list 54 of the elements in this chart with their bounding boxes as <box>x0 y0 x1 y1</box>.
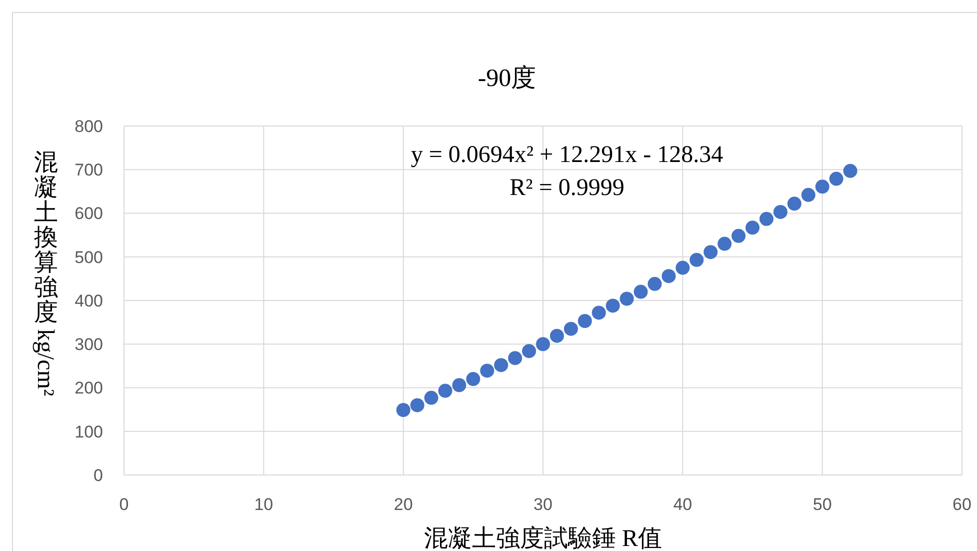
point <box>787 196 802 211</box>
point <box>438 384 452 398</box>
point <box>801 188 816 202</box>
point <box>424 390 438 405</box>
point <box>396 403 410 417</box>
point <box>759 212 774 226</box>
point <box>676 260 690 275</box>
point <box>410 398 424 412</box>
point <box>690 252 704 267</box>
y-tick-label: 0 <box>94 466 103 485</box>
point <box>843 164 858 178</box>
point <box>452 378 466 392</box>
x-tick-label: 50 <box>812 495 832 514</box>
point <box>466 372 480 386</box>
annotation: y = 0.0694x² + 12.291x - 128.34 <box>410 142 724 168</box>
chart-title: -90度 <box>478 64 536 92</box>
point <box>508 351 522 366</box>
point <box>494 358 508 372</box>
point <box>773 204 788 219</box>
point <box>718 236 732 251</box>
point <box>592 306 606 320</box>
point <box>480 364 494 378</box>
point <box>578 314 592 328</box>
point <box>704 245 718 260</box>
y-tick-label: 800 <box>74 116 103 136</box>
y-tick-label: 100 <box>74 422 103 442</box>
x-tick-label: 30 <box>534 495 552 514</box>
y-tick-label: 600 <box>74 204 103 224</box>
x-axis-title: 混凝土強度試驗錘 R值 <box>424 525 662 551</box>
point <box>815 180 830 194</box>
x-tick-label: 10 <box>254 495 274 514</box>
point <box>522 344 536 358</box>
point <box>648 276 662 291</box>
x-tick-label: 0 <box>119 495 129 514</box>
y-tick-label: 200 <box>74 378 103 398</box>
point <box>620 292 634 306</box>
x-tick-label: 60 <box>952 495 972 514</box>
annotation: R² = 0.9999 <box>510 175 624 201</box>
y-tick-label: 400 <box>74 291 103 310</box>
y-axis-title: 混凝土換算強度 kg/cm² <box>32 150 58 396</box>
point <box>662 269 676 284</box>
point <box>606 298 620 313</box>
x-tick-label: 20 <box>394 495 413 514</box>
y-tick-label: 500 <box>74 248 103 267</box>
point <box>829 172 844 186</box>
x-tick-label: 40 <box>673 495 692 514</box>
point <box>536 337 550 352</box>
point <box>564 322 578 336</box>
point <box>550 328 564 343</box>
point <box>634 284 648 299</box>
y-tick-label: 700 <box>74 160 103 180</box>
y-tick-label: 300 <box>74 335 103 354</box>
point <box>746 220 760 235</box>
point <box>732 228 746 243</box>
